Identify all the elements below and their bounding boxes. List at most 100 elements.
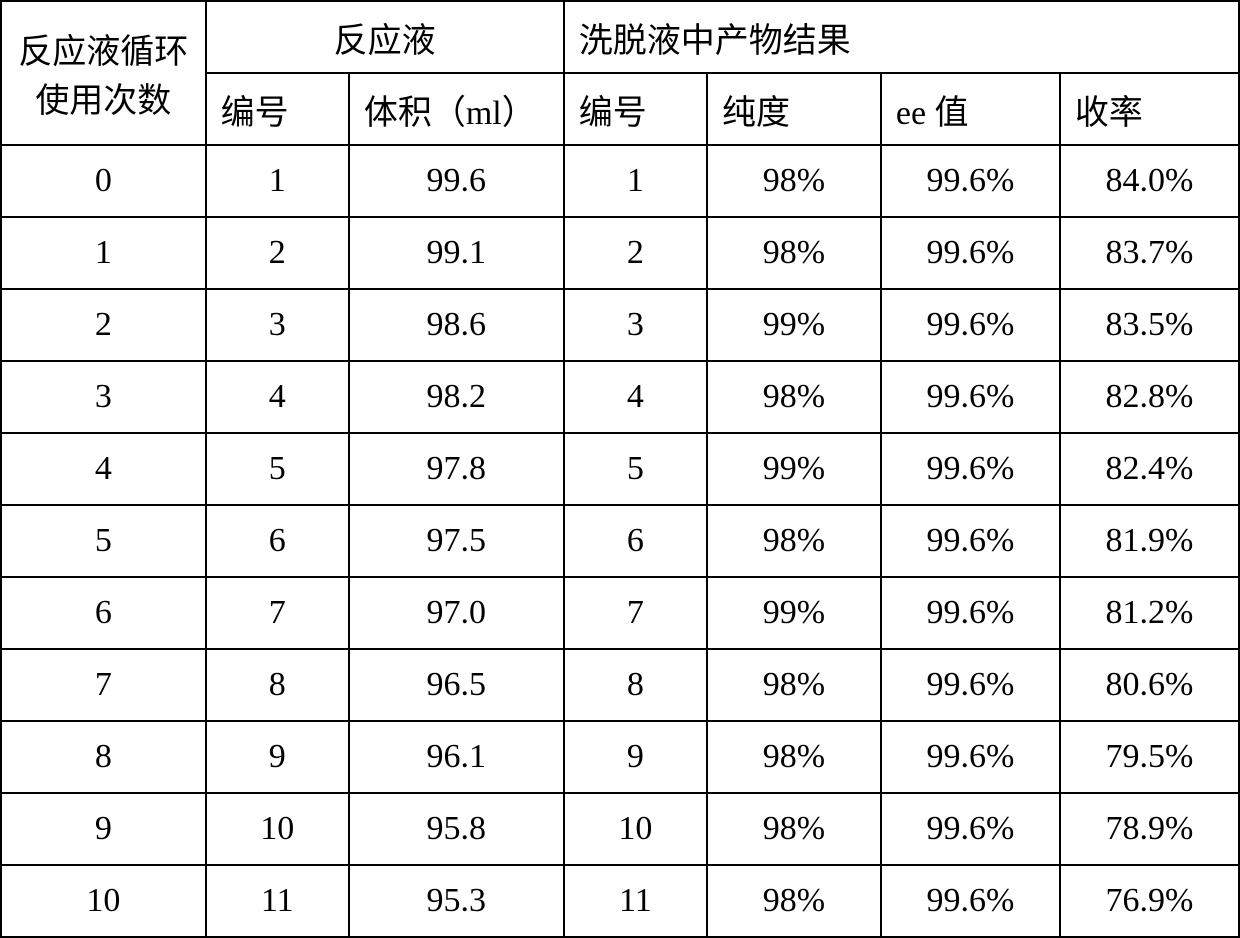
header-purity: 纯度 xyxy=(707,73,881,145)
cell-cycle: 7 xyxy=(1,649,206,721)
cell-eluate-no: 2 xyxy=(564,217,707,289)
cell-yield: 83.5% xyxy=(1060,289,1239,361)
cell-reaction-no: 2 xyxy=(206,217,349,289)
header-cycle-count: 反应液循环 使用次数 xyxy=(1,1,206,145)
cell-ee: 99.6% xyxy=(881,217,1060,289)
table-row: 7896.5898%99.6%80.6% xyxy=(1,649,1239,721)
cell-volume: 99.6 xyxy=(349,145,564,217)
cell-yield: 82.8% xyxy=(1060,361,1239,433)
cell-purity: 98% xyxy=(707,865,881,937)
cell-volume: 97.8 xyxy=(349,433,564,505)
table-row: 4597.8599%99.6%82.4% xyxy=(1,433,1239,505)
cell-ee: 99.6% xyxy=(881,505,1060,577)
cell-yield: 82.4% xyxy=(1060,433,1239,505)
cell-cycle: 9 xyxy=(1,793,206,865)
cell-eluate-no: 8 xyxy=(564,649,707,721)
header-ee: ee 值 xyxy=(881,73,1060,145)
cell-volume: 95.8 xyxy=(349,793,564,865)
cell-ee: 99.6% xyxy=(881,577,1060,649)
table-row: 2398.6399%99.6%83.5% xyxy=(1,289,1239,361)
table-row: 101195.31198%99.6%76.9% xyxy=(1,865,1239,937)
cell-ee: 99.6% xyxy=(881,721,1060,793)
header-eluate-no: 编号 xyxy=(564,73,707,145)
cell-purity: 98% xyxy=(707,505,881,577)
cell-purity: 98% xyxy=(707,217,881,289)
table-header: 反应液循环 使用次数 反应液 洗脱液中产物结果 编号 体积（ml） 编号 纯度 … xyxy=(1,1,1239,145)
table-body: 0199.6198%99.6%84.0%1299.1298%99.6%83.7%… xyxy=(1,145,1239,937)
cell-volume: 96.5 xyxy=(349,649,564,721)
table-row: 3498.2498%99.6%82.8% xyxy=(1,361,1239,433)
cell-eluate-no: 7 xyxy=(564,577,707,649)
cell-purity: 98% xyxy=(707,793,881,865)
cell-volume: 98.6 xyxy=(349,289,564,361)
cell-yield: 83.7% xyxy=(1060,217,1239,289)
cell-volume: 96.1 xyxy=(349,721,564,793)
cell-ee: 99.6% xyxy=(881,649,1060,721)
cell-cycle: 10 xyxy=(1,865,206,937)
cell-reaction-no: 10 xyxy=(206,793,349,865)
cell-eluate-no: 10 xyxy=(564,793,707,865)
cell-eluate-no: 9 xyxy=(564,721,707,793)
cell-yield: 84.0% xyxy=(1060,145,1239,217)
header-reaction-no: 编号 xyxy=(206,73,349,145)
cell-cycle: 6 xyxy=(1,577,206,649)
cell-cycle: 8 xyxy=(1,721,206,793)
cell-yield: 76.9% xyxy=(1060,865,1239,937)
cell-cycle: 1 xyxy=(1,217,206,289)
cell-reaction-no: 4 xyxy=(206,361,349,433)
cell-yield: 79.5% xyxy=(1060,721,1239,793)
cell-purity: 99% xyxy=(707,289,881,361)
cell-eluate-no: 1 xyxy=(564,145,707,217)
cell-cycle: 3 xyxy=(1,361,206,433)
header-eluate-result: 洗脱液中产物结果 xyxy=(564,1,1239,73)
cell-purity: 98% xyxy=(707,361,881,433)
cell-purity: 99% xyxy=(707,433,881,505)
cell-yield: 78.9% xyxy=(1060,793,1239,865)
cell-eluate-no: 5 xyxy=(564,433,707,505)
cell-cycle: 0 xyxy=(1,145,206,217)
cell-reaction-no: 9 xyxy=(206,721,349,793)
cell-volume: 99.1 xyxy=(349,217,564,289)
table-row: 1299.1298%99.6%83.7% xyxy=(1,217,1239,289)
cell-eluate-no: 6 xyxy=(564,505,707,577)
cell-cycle: 5 xyxy=(1,505,206,577)
cell-reaction-no: 6 xyxy=(206,505,349,577)
cell-ee: 99.6% xyxy=(881,793,1060,865)
cell-ee: 99.6% xyxy=(881,361,1060,433)
table-row: 6797.0799%99.6%81.2% xyxy=(1,577,1239,649)
cell-purity: 99% xyxy=(707,577,881,649)
cell-ee: 99.6% xyxy=(881,289,1060,361)
cell-volume: 98.2 xyxy=(349,361,564,433)
table-row: 0199.6198%99.6%84.0% xyxy=(1,145,1239,217)
cell-reaction-no: 11 xyxy=(206,865,349,937)
cell-ee: 99.6% xyxy=(881,145,1060,217)
table-row: 8996.1998%99.6%79.5% xyxy=(1,721,1239,793)
cell-ee: 99.6% xyxy=(881,433,1060,505)
cell-reaction-no: 8 xyxy=(206,649,349,721)
header-yield: 收率 xyxy=(1060,73,1239,145)
cell-reaction-no: 1 xyxy=(206,145,349,217)
header-cycle-line1: 反应液循环 xyxy=(10,24,197,73)
cell-volume: 97.0 xyxy=(349,577,564,649)
header-cycle-line2: 使用次数 xyxy=(10,73,197,122)
cell-volume: 97.5 xyxy=(349,505,564,577)
cell-cycle: 2 xyxy=(1,289,206,361)
cell-purity: 98% xyxy=(707,721,881,793)
cell-reaction-no: 3 xyxy=(206,289,349,361)
cell-purity: 98% xyxy=(707,145,881,217)
cell-purity: 98% xyxy=(707,649,881,721)
header-volume: 体积（ml） xyxy=(349,73,564,145)
cell-yield: 81.2% xyxy=(1060,577,1239,649)
data-table: 反应液循环 使用次数 反应液 洗脱液中产物结果 编号 体积（ml） 编号 纯度 … xyxy=(0,0,1240,938)
cell-eluate-no: 4 xyxy=(564,361,707,433)
cell-ee: 99.6% xyxy=(881,865,1060,937)
cell-reaction-no: 5 xyxy=(206,433,349,505)
cell-cycle: 4 xyxy=(1,433,206,505)
cell-yield: 80.6% xyxy=(1060,649,1239,721)
table-row: 5697.5698%99.6%81.9% xyxy=(1,505,1239,577)
header-reaction-liquid: 反应液 xyxy=(206,1,564,73)
cell-yield: 81.9% xyxy=(1060,505,1239,577)
cell-reaction-no: 7 xyxy=(206,577,349,649)
table-row: 91095.81098%99.6%78.9% xyxy=(1,793,1239,865)
cell-volume: 95.3 xyxy=(349,865,564,937)
